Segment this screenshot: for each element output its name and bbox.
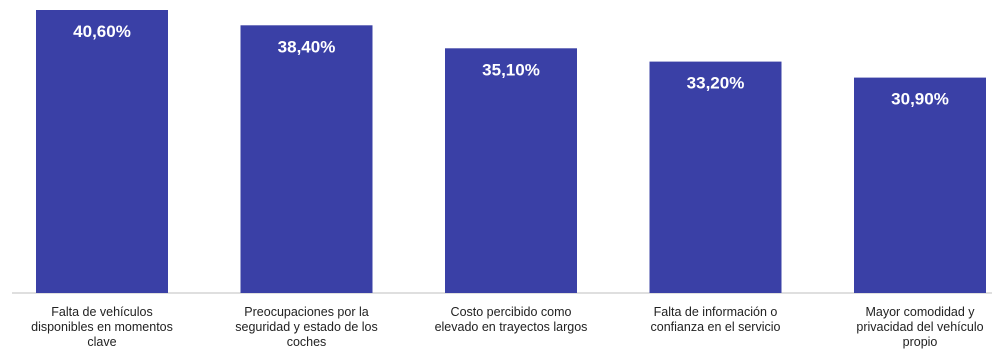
bar-value-label-1: 40,60% xyxy=(73,22,131,41)
bar-4 xyxy=(649,61,782,293)
bar-2 xyxy=(240,25,373,294)
category-label-4: Falta de información o confianza en el se… xyxy=(651,305,781,334)
bar-value-label-2: 38,40% xyxy=(278,37,336,56)
category-label-3: Costo percibido como elevado en trayectos… xyxy=(435,305,588,334)
category-label-5-line-1: Mayor comodidad y xyxy=(865,305,975,319)
category-label-1-line-3: clave xyxy=(87,335,116,349)
category-label-3-line-2: elevado en trayectos largos xyxy=(435,320,588,334)
bar-value-label-5: 30,90% xyxy=(891,90,949,109)
category-label-1-line-2: disponibles en momentos xyxy=(31,320,173,334)
category-label-2: Preocupaciones por la seguridad y estado … xyxy=(235,305,377,349)
value-labels-group: 40,60% 38,40% 35,10% 33,20% 30,90% xyxy=(73,22,949,109)
category-label-2-line-1: Preocupaciones por la xyxy=(244,305,368,319)
bar-3 xyxy=(445,48,577,293)
category-label-1-line-1: Falta de vehículos xyxy=(51,305,152,319)
category-label-4-line-1: Falta de información o xyxy=(654,305,778,319)
bar-1 xyxy=(36,10,168,293)
category-label-5-line-2: privacidad del vehículo xyxy=(856,320,983,334)
category-label-5-line-3: propio xyxy=(903,335,938,349)
category-label-4-line-2: confianza en el servicio xyxy=(651,320,781,334)
category-label-3-line-1: Costo percibido como xyxy=(451,305,572,319)
category-label-1: Falta de vehículos disponibles en momento… xyxy=(31,305,173,349)
bars-group xyxy=(36,10,986,294)
category-label-5: Mayor comodidad y privacidad del vehículo… xyxy=(856,305,983,349)
bar-5 xyxy=(854,77,986,293)
bar-value-label-3: 35,10% xyxy=(482,60,540,79)
bar-value-label-4: 33,20% xyxy=(687,74,745,93)
category-labels-group: Falta de vehículos disponibles en momento… xyxy=(31,305,983,349)
category-label-2-line-3: coches xyxy=(287,335,327,349)
category-label-2-line-2: seguridad y estado de los xyxy=(235,320,377,334)
